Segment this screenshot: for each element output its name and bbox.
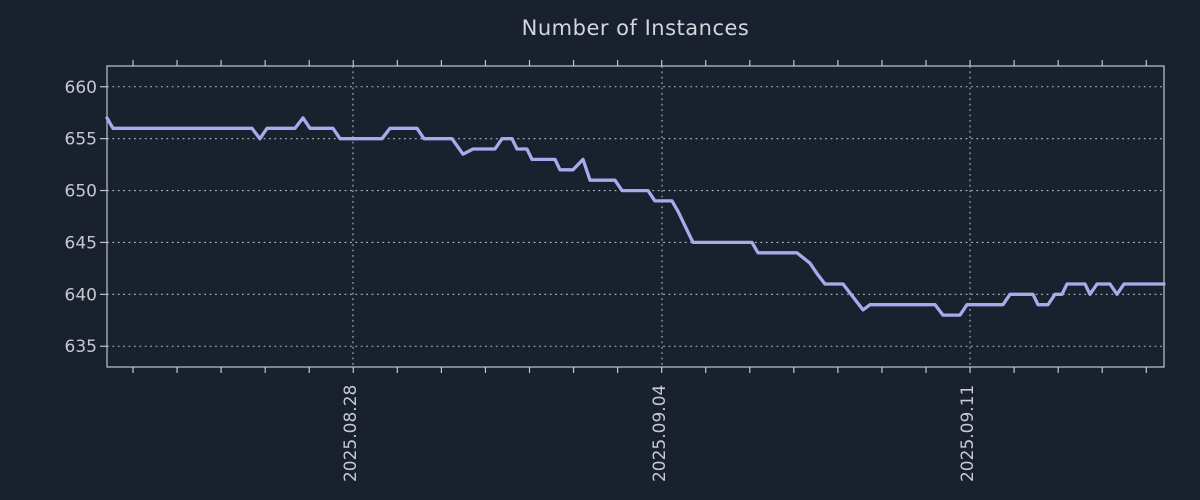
y-tick-label: 650 <box>65 182 97 202</box>
y-tick-label: 645 <box>65 233 97 253</box>
x-tick-label: 2025.09.11 <box>958 385 978 482</box>
plot-border <box>106 65 1165 368</box>
x-tick-label: 2025.09.04 <box>650 385 670 482</box>
chart-title: Number of Instances <box>521 16 750 40</box>
y-tick-label: 660 <box>65 78 97 98</box>
y-tick-label: 635 <box>65 337 97 357</box>
y-tick-label: 640 <box>65 285 97 305</box>
y-tick-label: 655 <box>65 130 97 150</box>
series-line-instances <box>105 116 1166 317</box>
x-tick-label: 2025.08.28 <box>341 385 361 482</box>
